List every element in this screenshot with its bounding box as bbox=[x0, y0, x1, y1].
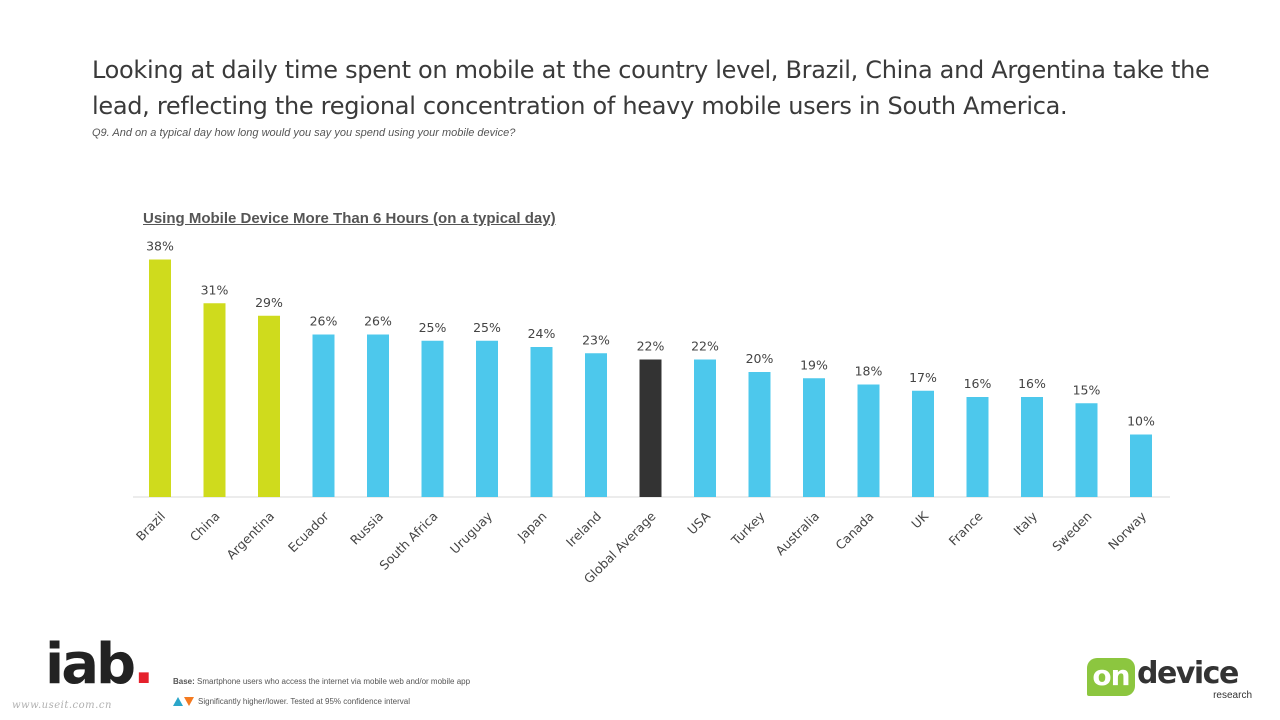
bar-uruguay bbox=[476, 340, 498, 497]
data-label-uk: 17% bbox=[909, 370, 937, 385]
tick-label-brazil: Brazil bbox=[133, 509, 168, 544]
significance-note: Significantly higher/lower. Tested at 95… bbox=[173, 697, 410, 706]
bar-south-africa bbox=[421, 340, 444, 497]
data-label-brazil: 38% bbox=[146, 239, 174, 254]
tick-label-norway: Norway bbox=[1105, 508, 1150, 553]
data-label-usa: 22% bbox=[691, 339, 719, 354]
ondevice-logo-on: on bbox=[1087, 658, 1135, 696]
page-title: Looking at daily time spent on mobile at… bbox=[92, 56, 1210, 120]
bar-global-average bbox=[639, 359, 662, 497]
bar-canada bbox=[857, 384, 880, 497]
data-label-norway: 10% bbox=[1127, 414, 1155, 429]
data-label-japan: 24% bbox=[528, 326, 556, 341]
ondevice-logo-research: research bbox=[1213, 690, 1252, 701]
bar-turkey bbox=[748, 372, 771, 497]
bar-argentina bbox=[258, 315, 280, 497]
data-label-sweden: 15% bbox=[1073, 382, 1101, 397]
tick-label-russia: Russia bbox=[347, 509, 386, 548]
bar-sweden bbox=[1075, 403, 1098, 497]
ondevice-research-logo: on device research bbox=[1087, 656, 1257, 706]
survey-question: Q9. And on a typical day how long would … bbox=[92, 127, 516, 139]
tick-label-china: China bbox=[187, 509, 223, 545]
data-label-canada: 18% bbox=[855, 364, 883, 379]
chart-title: Using Mobile Device More Than 6 Hours (o… bbox=[143, 210, 556, 227]
bar-brazil bbox=[149, 259, 171, 497]
bar-china bbox=[203, 303, 226, 497]
tick-label-italy: Italy bbox=[1010, 508, 1040, 538]
data-label-australia: 19% bbox=[800, 357, 828, 372]
significance-text: Significantly higher/lower. Tested at 95… bbox=[198, 697, 410, 706]
tick-label-canada: Canada bbox=[832, 509, 876, 553]
bar-russia bbox=[367, 334, 389, 497]
data-label-russia: 26% bbox=[364, 314, 392, 329]
data-label-ecuador: 26% bbox=[310, 314, 338, 329]
ondevice-logo-device: device bbox=[1137, 656, 1239, 691]
tick-label-south-africa: South Africa bbox=[376, 509, 440, 573]
tick-label-uk: UK bbox=[908, 508, 931, 531]
tick-label-ecuador: Ecuador bbox=[285, 508, 332, 555]
bar-ecuador bbox=[312, 334, 335, 497]
data-label-ireland: 23% bbox=[582, 332, 610, 347]
tick-label-france: France bbox=[946, 508, 986, 548]
bar-uk bbox=[912, 390, 934, 497]
data-label-argentina: 29% bbox=[255, 295, 283, 310]
bar-ireland bbox=[585, 353, 607, 497]
tick-label-japan: Japan bbox=[514, 509, 550, 545]
bar-italy bbox=[1021, 397, 1043, 497]
data-label-uruguay: 25% bbox=[473, 320, 501, 335]
bar-japan bbox=[530, 347, 553, 497]
triangle-up-icon bbox=[173, 697, 183, 706]
tick-label-uruguay: Uruguay bbox=[447, 508, 496, 557]
bar-norway bbox=[1130, 434, 1152, 497]
bar-france bbox=[966, 397, 989, 497]
watermark: www.useit.com.cn bbox=[12, 700, 112, 711]
base-text: Smartphone users who access the internet… bbox=[194, 677, 471, 686]
base-label: Base: bbox=[173, 677, 195, 686]
tick-label-australia: Australia bbox=[772, 509, 822, 559]
tick-label-usa: USA bbox=[684, 508, 713, 537]
tick-label-sweden: Sweden bbox=[1049, 509, 1095, 555]
data-label-italy: 16% bbox=[1018, 376, 1046, 391]
iab-logo: iab. bbox=[45, 632, 154, 697]
tick-label-turkey: Turkey bbox=[728, 508, 769, 549]
data-label-france: 16% bbox=[964, 376, 992, 391]
tick-label-ireland: Ireland bbox=[563, 509, 604, 550]
bar-usa bbox=[694, 359, 716, 497]
bar-chart: 38% Brazil 31% China 29% Argentina 26% Ecuador 2… bbox=[133, 239, 1170, 586]
base-note: Base: Smartphone users who access the in… bbox=[173, 677, 470, 686]
data-label-turkey: 20% bbox=[746, 351, 774, 366]
data-label-china: 31% bbox=[201, 282, 229, 297]
triangle-down-icon bbox=[184, 697, 194, 706]
data-label-global-average: 22% bbox=[637, 339, 665, 354]
data-label-south-africa: 25% bbox=[419, 320, 447, 335]
tick-label-argentina: Argentina bbox=[223, 509, 277, 563]
bar-australia bbox=[803, 378, 825, 497]
